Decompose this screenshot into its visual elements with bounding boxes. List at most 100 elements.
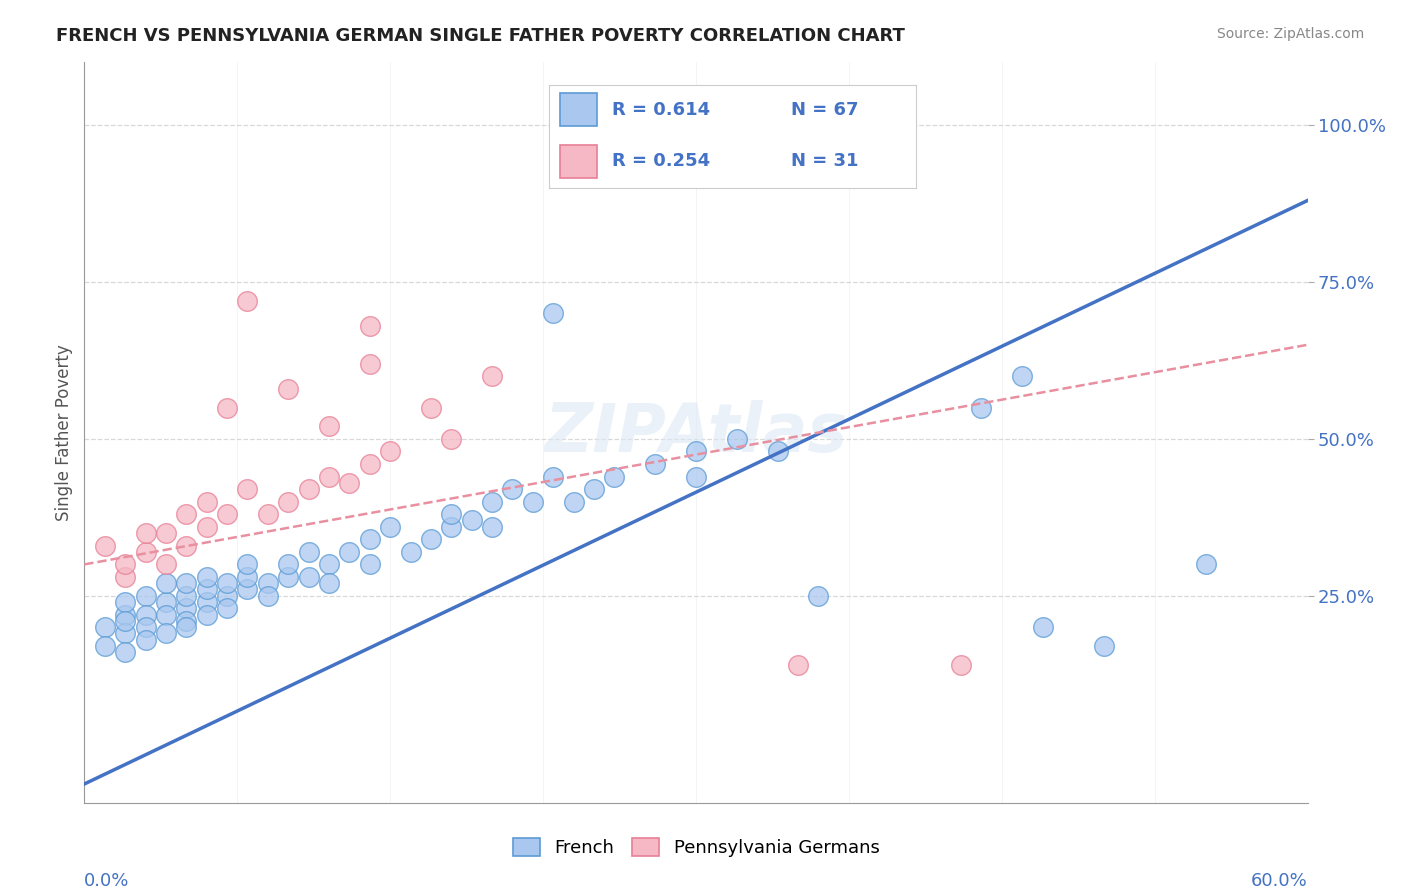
Point <box>236 582 259 597</box>
Point <box>481 520 503 534</box>
Point <box>135 526 157 541</box>
Point <box>359 558 381 572</box>
Point <box>114 595 136 609</box>
Point <box>420 401 443 415</box>
Point <box>174 576 197 591</box>
Point <box>298 570 321 584</box>
Point <box>195 520 218 534</box>
Point <box>174 620 197 634</box>
Point <box>277 558 299 572</box>
Point <box>277 570 299 584</box>
Point <box>787 657 810 672</box>
Point <box>481 369 503 384</box>
Point <box>1011 369 1033 384</box>
Point <box>135 545 157 559</box>
Point <box>155 595 177 609</box>
Point <box>195 582 218 597</box>
Point <box>685 469 707 483</box>
Text: FRENCH VS PENNSYLVANIA GERMAN SINGLE FATHER POVERTY CORRELATION CHART: FRENCH VS PENNSYLVANIA GERMAN SINGLE FAT… <box>56 27 905 45</box>
Point <box>217 576 239 591</box>
Text: 60.0%: 60.0% <box>1251 871 1308 890</box>
Point <box>174 589 197 603</box>
Point <box>93 539 115 553</box>
Point <box>522 494 544 508</box>
Point <box>461 513 484 527</box>
Point <box>155 576 177 591</box>
Point <box>603 469 626 483</box>
Point <box>114 558 136 572</box>
Point <box>217 589 239 603</box>
Point <box>318 469 340 483</box>
Point <box>1032 620 1054 634</box>
Text: Source: ZipAtlas.com: Source: ZipAtlas.com <box>1216 27 1364 41</box>
Point <box>543 469 565 483</box>
Legend: French, Pennsylvania Germans: French, Pennsylvania Germans <box>505 830 887 864</box>
Point <box>359 457 381 471</box>
Point <box>155 558 177 572</box>
Point <box>277 382 299 396</box>
Point <box>135 632 157 647</box>
Point <box>318 419 340 434</box>
Y-axis label: Single Father Poverty: Single Father Poverty <box>55 344 73 521</box>
Point <box>195 570 218 584</box>
Point <box>174 507 197 521</box>
Point <box>236 482 259 496</box>
Point <box>257 576 280 591</box>
Point <box>195 494 218 508</box>
Point <box>217 601 239 615</box>
Point <box>114 570 136 584</box>
Point <box>970 401 993 415</box>
Point <box>725 432 748 446</box>
Point <box>135 607 157 622</box>
Point <box>644 457 666 471</box>
Point <box>380 444 402 458</box>
Point <box>236 293 259 308</box>
Point <box>950 657 973 672</box>
Point <box>135 589 157 603</box>
Point <box>359 533 381 547</box>
Point <box>1092 639 1115 653</box>
Point <box>298 482 321 496</box>
Point <box>93 620 115 634</box>
Point <box>195 607 218 622</box>
Text: 0.0%: 0.0% <box>84 871 129 890</box>
Point <box>766 444 789 458</box>
Point <box>257 589 280 603</box>
Point <box>257 507 280 521</box>
Point <box>685 444 707 458</box>
Point <box>114 626 136 640</box>
Point <box>174 614 197 628</box>
Point <box>318 558 340 572</box>
Point <box>807 589 830 603</box>
Point <box>155 626 177 640</box>
Point <box>236 558 259 572</box>
Point <box>380 520 402 534</box>
Point <box>114 607 136 622</box>
Point <box>298 545 321 559</box>
Point <box>543 306 565 320</box>
Point <box>440 507 463 521</box>
Point <box>440 432 463 446</box>
Point <box>399 545 422 559</box>
Point <box>155 607 177 622</box>
Point <box>135 620 157 634</box>
Point <box>174 539 197 553</box>
Point <box>217 507 239 521</box>
Point <box>236 570 259 584</box>
Point <box>339 475 361 490</box>
Point <box>359 357 381 371</box>
Point <box>195 595 218 609</box>
Point <box>155 526 177 541</box>
Point <box>440 520 463 534</box>
Point <box>359 318 381 333</box>
Point <box>583 482 606 496</box>
Point <box>339 545 361 559</box>
Point <box>420 533 443 547</box>
Point <box>481 494 503 508</box>
Point <box>277 494 299 508</box>
Point <box>502 482 524 496</box>
Point <box>114 645 136 659</box>
Point <box>174 601 197 615</box>
Point <box>318 576 340 591</box>
Point <box>217 401 239 415</box>
